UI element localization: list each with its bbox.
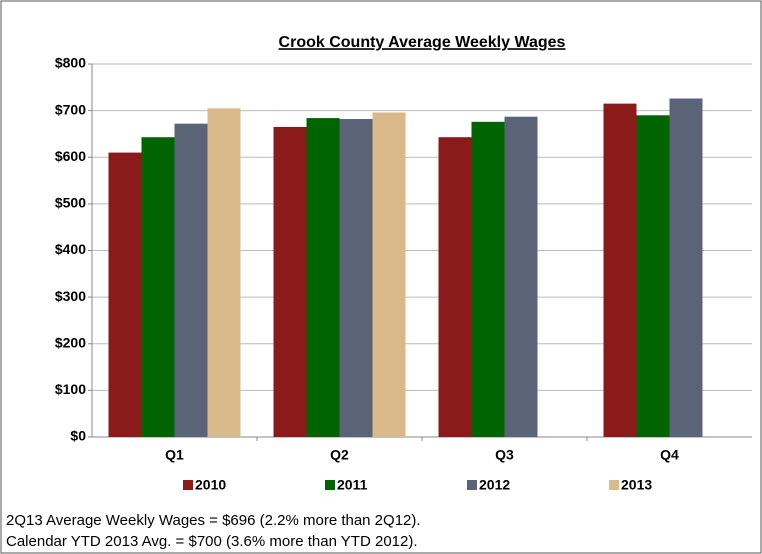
note: Calendar YTD 2013 Avg. = $700 (3.6% more… [6, 533, 418, 550]
legend-label: 2010 [195, 477, 226, 493]
x-tick-label: Q2 [330, 447, 349, 463]
bar [207, 108, 241, 437]
bar [174, 123, 208, 438]
bar [141, 137, 175, 438]
y-tick-label: $600 [55, 148, 86, 164]
x-tick-label: Q4 [660, 447, 679, 463]
y-tick-label: $300 [55, 288, 86, 304]
legend-label: 2012 [479, 477, 510, 493]
bar [636, 115, 670, 437]
y-tick-label: $500 [55, 195, 86, 211]
x-tick-label: Q1 [165, 447, 184, 463]
legend-label: 2013 [621, 477, 652, 493]
y-tick-label: $200 [55, 334, 86, 350]
y-tick-label: $800 [55, 55, 86, 71]
legend-label: 2011 [337, 477, 368, 493]
x-tick-label: Q3 [495, 447, 514, 463]
y-tick-label: $400 [55, 241, 86, 257]
bar [669, 98, 703, 437]
note: 2Q13 Average Weekly Wages = $696 (2.2% m… [6, 512, 421, 529]
legend-swatch [609, 480, 619, 490]
bar [273, 126, 307, 437]
bar [339, 119, 373, 437]
y-tick-label: $100 [55, 381, 86, 397]
bar [306, 118, 340, 438]
bar [603, 103, 637, 437]
y-tick-label: $0 [70, 428, 86, 444]
bar [471, 121, 505, 437]
bar [504, 116, 538, 437]
legend-swatch [325, 480, 335, 490]
bar [372, 112, 406, 438]
legend-swatch [183, 480, 193, 490]
legend-swatch [467, 480, 477, 490]
chart-title: Crook County Average Weekly Wages [279, 34, 566, 51]
bar [438, 137, 472, 438]
y-tick-label: $700 [55, 101, 86, 117]
bar [108, 152, 142, 437]
